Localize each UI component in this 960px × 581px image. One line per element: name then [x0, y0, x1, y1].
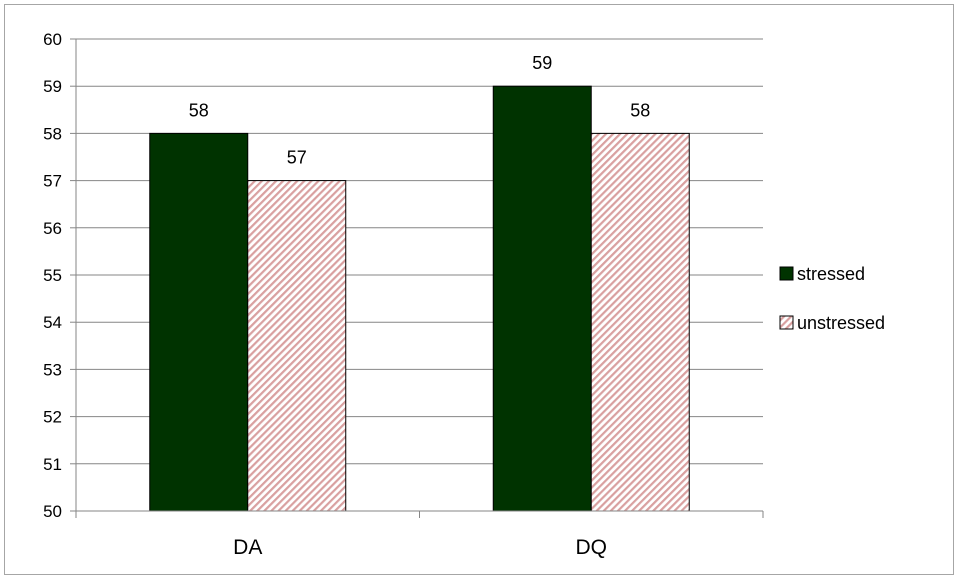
y-tick-label-60: 60: [43, 30, 62, 49]
y-tick-label-58: 58: [43, 124, 62, 143]
x-tick-label-DA: DA: [233, 536, 262, 559]
chart-frame: 50 51 52 53 54 55 56 57 58 59 60 DA DQ 58 57 59 58 stre…: [4, 4, 954, 575]
y-tick-label-57: 57: [43, 172, 62, 191]
data-label-unstressed-DQ: 58: [630, 100, 650, 120]
bar-stressed-DQ: [492, 85, 592, 512]
y-tick-label-53: 53: [43, 360, 62, 379]
data-label-stressed-DQ: 59: [532, 53, 552, 73]
bar-chart: 50 51 52 53 54 55 56 57 58 59 60 DA DQ 58 57 59 58 stre…: [43, 30, 885, 559]
bar-unstressed-DQ: [590, 132, 690, 512]
data-label-stressed-DA: 58: [189, 100, 209, 120]
y-tick-label-59: 59: [43, 77, 62, 96]
bars: [149, 85, 690, 512]
axes: 50 51 52 53 54 55 56 57 58 59 60 DA DQ: [43, 30, 764, 559]
y-tick-label-50: 50: [43, 502, 62, 521]
bar-unstressed-DA: [247, 180, 347, 512]
y-tick-label-55: 55: [43, 266, 62, 285]
y-tick-label-52: 52: [43, 408, 62, 427]
y-tick-label-56: 56: [43, 219, 62, 238]
legend-label-unstressed: unstressed: [797, 313, 885, 333]
bar-stressed-DA: [149, 132, 249, 512]
legend-swatch-unstressed: [779, 315, 794, 330]
data-labels: 58 57 59 58: [189, 53, 651, 167]
legend-label-stressed: stressed: [797, 264, 865, 284]
y-tick-label-51: 51: [43, 455, 62, 474]
legend: stressed unstressed: [779, 264, 885, 333]
data-label-unstressed-DA: 57: [287, 148, 307, 168]
y-tick-label-54: 54: [43, 313, 62, 332]
legend-swatch-stressed: [779, 266, 794, 281]
x-tick-label-DQ: DQ: [576, 536, 608, 559]
